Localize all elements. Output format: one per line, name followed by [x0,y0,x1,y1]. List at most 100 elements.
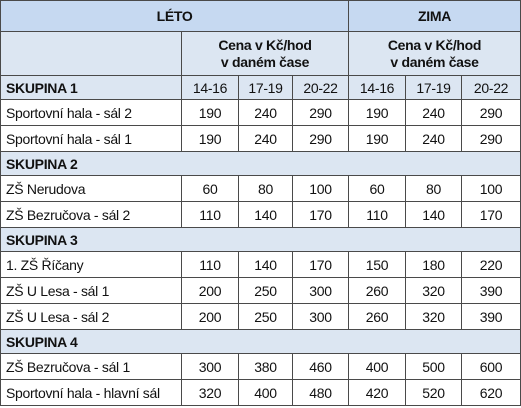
price-winter: 60 [348,175,407,202]
empty-cell [0,31,182,76]
table-row: 1. ZŠ Říčany 110 140 170 150 180 220 [0,251,521,278]
price-winter: 400 [348,353,407,380]
price-winter: 620 [461,379,521,406]
price-summer: 170 [291,251,350,278]
price-winter: 190 [348,99,407,126]
table-row: ZŠ Bezručova - sál 1 300 380 460 400 500 600 [0,353,521,380]
price-winter: 100 [461,175,521,202]
time-slot: 20-22 [461,75,521,100]
price-winter: 240 [405,125,463,152]
price-winter: 190 [348,125,407,152]
price-winter: 520 [405,379,463,406]
price-winter: 150 [348,251,407,278]
price-winter: 220 [461,251,521,278]
table-row: Sportovní hala - hlavní sál 320 400 480 420 5… [0,379,521,406]
price-summer: 400 [238,379,293,406]
price-summer: 300 [291,277,350,304]
price-label-line: Cena v Kč/hod [387,36,482,53]
table-row: Cena v Kč/hod v daném čase Cena v Kč/hod v … [0,31,521,76]
price-winter: 180 [405,251,463,278]
price-winter: 240 [405,99,463,126]
group-name: SKUPINA 1 [0,75,182,100]
price-summer: 110 [181,251,239,278]
table-row: SKUPINA 1 14-16 17-19 20-22 14-16 17-19 20-22 [0,75,521,100]
price-summer: 250 [238,303,293,330]
time-slot: 14-16 [348,75,407,100]
price-winter: 80 [405,175,463,202]
price-summer: 190 [181,125,239,152]
price-winter: 290 [461,99,521,126]
price-summer: 140 [238,251,293,278]
price-winter: 290 [461,125,521,152]
venue-name: Sportovní hala - sál 1 [0,125,182,152]
time-slot: 14-16 [181,75,239,100]
price-summer: 80 [238,175,293,202]
price-winter: 140 [405,201,463,228]
time-slot: 17-19 [405,75,463,100]
group-name: SKUPINA 3 [0,227,521,252]
time-slot: 17-19 [238,75,293,100]
price-label: Cena v Kč/hod v daném čase [180,31,350,76]
summer-header: LÉTO [0,0,350,32]
price-winter: 600 [461,353,521,380]
table-row: SKUPINA 4 [0,329,521,354]
price-winter: 390 [461,277,521,304]
table-row: Sportovní hala - sál 1 190 240 290 190 240 290 [0,125,521,152]
price-summer: 290 [291,99,350,126]
price-label-line: v daném čase [220,53,310,70]
venue-name: ZŠ U Lesa - sál 2 [0,303,182,330]
venue-name: ZŠ U Lesa - sál 1 [0,277,182,304]
table-row: ZŠ U Lesa - sál 1 200 250 300 260 320 390 [0,277,521,304]
time-slot: 20-22 [291,75,350,100]
price-summer: 100 [291,175,350,202]
price-winter: 500 [405,353,463,380]
table-row: SKUPINA 2 [0,151,521,176]
price-summer: 380 [238,353,293,380]
price-summer: 170 [291,201,350,228]
price-winter: 110 [348,201,407,228]
table-row: ZŠ U Lesa - sál 2 200 250 300 260 320 390 [0,303,521,330]
table-row: ZŠ Bezručova - sál 2 110 140 170 110 140 170 [0,201,521,228]
winter-header: ZIMA [348,0,521,32]
venue-name: 1. ZŠ Říčany [0,251,182,278]
venue-name: ZŠ Nerudova [0,175,182,202]
venue-name: ZŠ Bezručova - sál 1 [0,353,182,380]
price-summer: 460 [291,353,350,380]
venue-name: Sportovní hala - sál 2 [0,99,182,126]
venue-name: Sportovní hala - hlavní sál [0,379,182,406]
price-winter: 260 [348,303,407,330]
price-summer: 190 [181,99,239,126]
group-name: SKUPINA 4 [0,329,521,354]
price-winter: 420 [348,379,407,406]
price-winter: 320 [405,303,463,330]
price-winter: 320 [405,277,463,304]
price-summer: 60 [181,175,239,202]
price-summer: 300 [181,353,239,380]
price-summer: 140 [238,201,293,228]
price-summer: 320 [181,379,239,406]
venue-name: ZŠ Bezručova - sál 2 [0,201,182,228]
price-label: Cena v Kč/hod v daném čase [348,31,521,76]
price-summer: 290 [291,125,350,152]
price-summer: 250 [238,277,293,304]
group-name: SKUPINA 2 [0,151,521,176]
table-row: LÉTO ZIMA [0,0,521,32]
price-summer: 480 [291,379,350,406]
table-row: Sportovní hala - sál 2 190 240 290 190 240 290 [0,99,521,126]
price-summer: 200 [181,277,239,304]
price-label-line: v daném čase [390,53,479,70]
price-summer: 110 [181,201,239,228]
table-row: SKUPINA 3 [0,227,521,252]
price-label-line: Cena v Kč/hod [218,36,312,53]
price-summer: 200 [181,303,239,330]
price-winter: 170 [461,201,521,228]
price-summer: 240 [238,125,293,152]
price-winter: 390 [461,303,521,330]
price-summer: 240 [238,99,293,126]
price-winter: 260 [348,277,407,304]
price-summer: 300 [291,303,350,330]
table-row: ZŠ Nerudova 60 80 100 60 80 100 [0,175,521,202]
